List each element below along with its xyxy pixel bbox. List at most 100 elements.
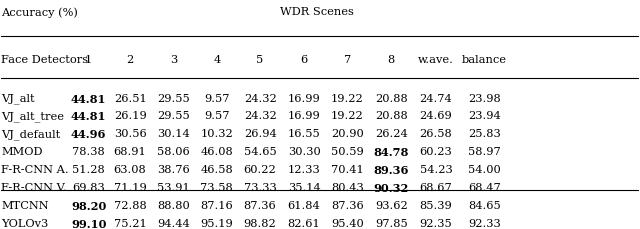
Text: Accuracy (%): Accuracy (%): [1, 7, 78, 18]
Text: 38.76: 38.76: [157, 165, 190, 175]
Text: 44.81: 44.81: [71, 112, 106, 123]
Text: 95.40: 95.40: [331, 219, 364, 229]
Text: 5: 5: [257, 55, 264, 65]
Text: 72.88: 72.88: [114, 201, 147, 211]
Text: F-R-CNN A.: F-R-CNN A.: [1, 165, 69, 175]
Text: 98.82: 98.82: [244, 219, 276, 229]
Text: 60.23: 60.23: [420, 147, 452, 157]
Text: 1: 1: [85, 55, 92, 65]
Text: 29.55: 29.55: [157, 112, 190, 121]
Text: 71.19: 71.19: [114, 183, 147, 193]
Text: 54.23: 54.23: [420, 165, 452, 175]
Text: 44.96: 44.96: [71, 129, 106, 140]
Text: VJ_alt_tree: VJ_alt_tree: [1, 112, 65, 122]
Text: 50.59: 50.59: [331, 147, 364, 157]
Text: 8: 8: [388, 55, 395, 65]
Text: Face Detectors: Face Detectors: [1, 55, 88, 65]
Text: 54.65: 54.65: [244, 147, 276, 157]
Text: 16.99: 16.99: [288, 94, 321, 104]
Text: WDR Scenes: WDR Scenes: [280, 7, 354, 17]
Text: YOLOv3: YOLOv3: [1, 219, 49, 229]
Text: 9.57: 9.57: [204, 94, 230, 104]
Text: 90.32: 90.32: [374, 183, 409, 194]
Text: 20.88: 20.88: [375, 112, 408, 121]
Text: 46.58: 46.58: [200, 165, 233, 175]
Text: 70.41: 70.41: [331, 165, 364, 175]
Text: 58.97: 58.97: [468, 147, 500, 157]
Text: 80.43: 80.43: [331, 183, 364, 193]
Text: 85.39: 85.39: [420, 201, 452, 211]
Text: 24.69: 24.69: [420, 112, 452, 121]
Text: 60.22: 60.22: [244, 165, 276, 175]
Text: 63.08: 63.08: [114, 165, 147, 175]
Text: 58.06: 58.06: [157, 147, 190, 157]
Text: 19.22: 19.22: [331, 112, 364, 121]
Text: 30.56: 30.56: [114, 129, 147, 139]
Text: 26.19: 26.19: [114, 112, 147, 121]
Text: MMOD: MMOD: [1, 147, 43, 157]
Text: 84.65: 84.65: [468, 201, 500, 211]
Text: 29.55: 29.55: [157, 94, 190, 104]
Text: 6: 6: [300, 55, 308, 65]
Text: 26.58: 26.58: [420, 129, 452, 139]
Text: 68.47: 68.47: [468, 183, 500, 193]
Text: 61.84: 61.84: [288, 201, 321, 211]
Text: 10.32: 10.32: [200, 129, 233, 139]
Text: balance: balance: [462, 55, 507, 65]
Text: 54.00: 54.00: [468, 165, 500, 175]
Text: 19.22: 19.22: [331, 94, 364, 104]
Text: 9.57: 9.57: [204, 112, 230, 121]
Text: 51.28: 51.28: [72, 165, 105, 175]
Text: 25.83: 25.83: [468, 129, 500, 139]
Text: 24.32: 24.32: [244, 94, 276, 104]
Text: 53.91: 53.91: [157, 183, 190, 193]
Text: 24.32: 24.32: [244, 112, 276, 121]
Text: 3: 3: [170, 55, 177, 65]
Text: 44.81: 44.81: [71, 94, 106, 105]
Text: 46.08: 46.08: [200, 147, 233, 157]
Text: 88.80: 88.80: [157, 201, 190, 211]
Text: 16.99: 16.99: [288, 112, 321, 121]
Text: 12.33: 12.33: [288, 165, 321, 175]
Text: 30.14: 30.14: [157, 129, 190, 139]
Text: 89.36: 89.36: [374, 165, 409, 176]
Text: 82.61: 82.61: [288, 219, 321, 229]
Text: 73.33: 73.33: [244, 183, 276, 193]
Text: 4: 4: [213, 55, 220, 65]
Text: 35.14: 35.14: [288, 183, 321, 193]
Text: w.ave.: w.ave.: [418, 55, 454, 65]
Text: 87.36: 87.36: [244, 201, 276, 211]
Text: 92.35: 92.35: [420, 219, 452, 229]
Text: 23.98: 23.98: [468, 94, 500, 104]
Text: 30.30: 30.30: [288, 147, 321, 157]
Text: 93.62: 93.62: [375, 201, 408, 211]
Text: F-R-CNN V.: F-R-CNN V.: [1, 183, 67, 193]
Text: 26.24: 26.24: [375, 129, 408, 139]
Text: 2: 2: [127, 55, 134, 65]
Text: 94.44: 94.44: [157, 219, 190, 229]
Text: 69.83: 69.83: [72, 183, 105, 193]
Text: 95.19: 95.19: [200, 219, 233, 229]
Text: MTCNN: MTCNN: [1, 201, 49, 211]
Text: 92.33: 92.33: [468, 219, 500, 229]
Text: 87.16: 87.16: [200, 201, 233, 211]
Text: 84.78: 84.78: [374, 147, 409, 158]
Text: 97.85: 97.85: [375, 219, 408, 229]
Text: 78.38: 78.38: [72, 147, 105, 157]
Text: 16.55: 16.55: [288, 129, 321, 139]
Text: 73.58: 73.58: [200, 183, 233, 193]
Text: 98.20: 98.20: [71, 201, 106, 212]
Text: VJ_default: VJ_default: [1, 129, 61, 140]
Text: 87.36: 87.36: [331, 201, 364, 211]
Text: 7: 7: [344, 55, 351, 65]
Text: 26.94: 26.94: [244, 129, 276, 139]
Text: 68.67: 68.67: [420, 183, 452, 193]
Text: 75.21: 75.21: [114, 219, 147, 229]
Text: 23.94: 23.94: [468, 112, 500, 121]
Text: 26.51: 26.51: [114, 94, 147, 104]
Text: 99.10: 99.10: [71, 219, 106, 229]
Text: VJ_alt: VJ_alt: [1, 94, 35, 104]
Text: 20.88: 20.88: [375, 94, 408, 104]
Text: 20.90: 20.90: [331, 129, 364, 139]
Text: 24.74: 24.74: [420, 94, 452, 104]
